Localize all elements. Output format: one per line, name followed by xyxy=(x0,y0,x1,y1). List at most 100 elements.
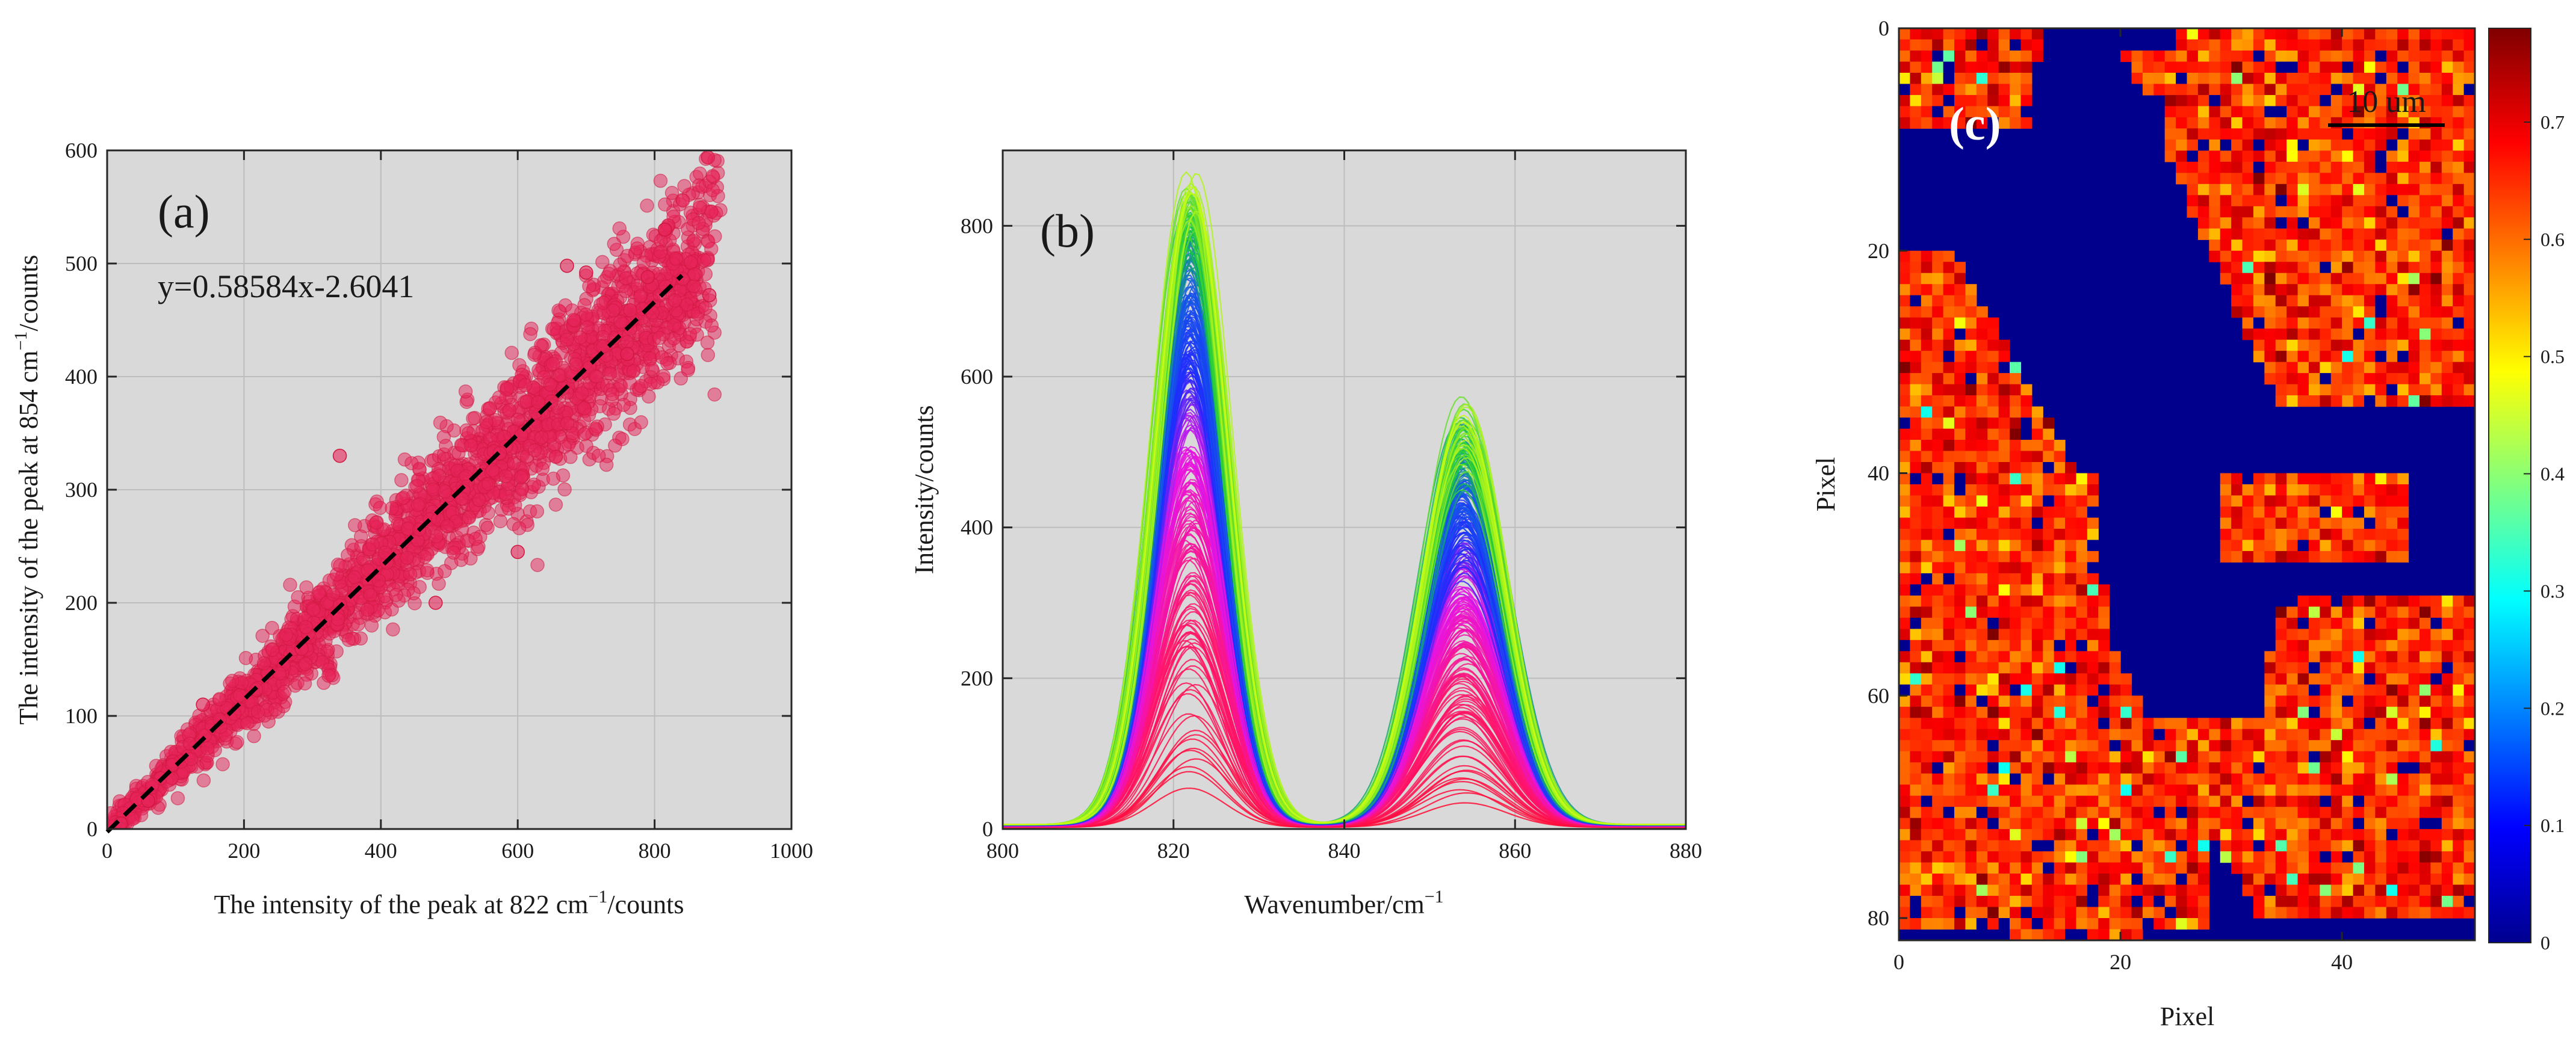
heatmap-cell xyxy=(2010,584,2022,596)
heatmap-cell xyxy=(2197,94,2209,107)
heatmap-cell xyxy=(2419,595,2431,607)
heatmap-cell xyxy=(2397,262,2409,274)
heatmap-cell xyxy=(2242,117,2254,129)
heatmap-cell xyxy=(2054,673,2066,685)
heatmap-cell xyxy=(2065,473,2077,485)
heatmap-cell xyxy=(2176,117,2188,129)
heatmap-cell xyxy=(2463,128,2475,140)
heatmap-cell xyxy=(1910,373,1922,385)
heatmap-cell xyxy=(2275,729,2287,741)
heatmap-cell xyxy=(1921,351,1933,363)
heatmap-cell xyxy=(2353,528,2365,541)
heatmap-cell xyxy=(2043,418,2055,430)
heatmap-cell xyxy=(2242,50,2254,63)
scatter-point xyxy=(518,378,533,392)
heatmap-cell xyxy=(2463,28,2475,40)
heatmap-cell xyxy=(2054,640,2066,652)
heatmap-cell xyxy=(2397,617,2409,629)
heatmap-cell xyxy=(2330,484,2342,496)
heatmap-cell xyxy=(2364,317,2376,329)
heatmap-cell xyxy=(2364,150,2376,162)
heatmap-cell xyxy=(2176,718,2188,730)
heatmap-cell xyxy=(2386,328,2398,341)
heatmap-cell xyxy=(2220,228,2232,240)
heatmap-cell xyxy=(2463,183,2475,196)
heatmap-cell xyxy=(2253,84,2265,96)
heatmap-cell xyxy=(2342,317,2354,329)
heatmap-cell xyxy=(2020,662,2033,674)
heatmap-cell xyxy=(2242,262,2254,274)
heatmap-cell xyxy=(2275,629,2287,641)
heatmap-cell xyxy=(1976,28,1988,40)
heatmap-cell xyxy=(1910,94,1922,107)
heatmap-cell xyxy=(2065,662,2077,674)
heatmap-cell xyxy=(1965,362,1977,374)
heatmap-cell xyxy=(2020,462,2033,474)
heatmap-cell xyxy=(1965,473,1977,485)
scatter-point xyxy=(354,529,368,544)
heatmap-cell xyxy=(2297,139,2309,151)
heatmap-cell xyxy=(2253,139,2265,151)
heatmap-cell xyxy=(2353,50,2365,63)
heatmap-cell xyxy=(2220,94,2232,107)
heatmap-cell xyxy=(2297,640,2309,652)
heatmap-cell xyxy=(2364,61,2376,73)
heatmap-cell xyxy=(1910,72,1922,85)
heatmap-cell xyxy=(2386,373,2398,385)
heatmap-cell xyxy=(2463,362,2475,374)
heatmap-cell xyxy=(1943,517,1955,529)
heatmap-cell xyxy=(2209,50,2221,63)
heatmap-cell xyxy=(2010,651,2022,663)
heatmap-cell xyxy=(2353,273,2365,285)
heatmap-cell xyxy=(2375,517,2387,529)
heatmap-cell xyxy=(1943,428,1955,440)
heatmap-cell xyxy=(2364,640,2376,652)
heatmap-cell xyxy=(1965,28,1977,40)
heatmap-cell xyxy=(1998,662,2010,674)
heatmap-cell xyxy=(1899,684,1910,696)
heatmap-cell xyxy=(2109,695,2121,707)
heatmap-cell xyxy=(2330,206,2342,218)
heatmap-cell xyxy=(2209,128,2221,140)
heatmap-cell xyxy=(2209,173,2221,185)
heatmap-cell xyxy=(2087,740,2099,752)
heatmap-cell xyxy=(2308,328,2320,341)
heatmap-cell xyxy=(1965,72,1977,85)
heatmap-cell xyxy=(2375,173,2387,185)
heatmap-cell xyxy=(1954,384,1966,396)
panel-b-xlabel: Wavenumber/cm−1 xyxy=(1244,887,1443,919)
heatmap-cell xyxy=(2453,706,2465,718)
scatter-point xyxy=(577,427,592,442)
heatmap-cell xyxy=(1899,740,1910,752)
heatmap-cell xyxy=(1954,640,1966,652)
heatmap-cell xyxy=(2264,495,2276,507)
heatmap-cell xyxy=(2264,706,2276,718)
heatmap-cell xyxy=(2010,106,2022,118)
heatmap-cell xyxy=(2308,495,2320,507)
heatmap-cell xyxy=(2386,395,2398,407)
heatmap-cell xyxy=(1954,72,1966,85)
heatmap-cell xyxy=(2375,128,2387,140)
heatmap-cell xyxy=(2197,139,2209,151)
heatmap-cell xyxy=(2320,395,2332,407)
heatmap-cell xyxy=(1899,362,1910,374)
heatmap-cell xyxy=(2197,128,2209,140)
heatmap-cell xyxy=(2320,295,2332,307)
heatmap-cell xyxy=(1954,584,1966,596)
heatmap-cell xyxy=(2408,28,2420,40)
heatmap-cell xyxy=(2342,395,2354,407)
scatter-point xyxy=(493,514,508,529)
heatmap-cell xyxy=(2408,273,2420,285)
heatmap-cell xyxy=(2375,328,2387,341)
heatmap-cell xyxy=(2253,495,2265,507)
heatmap-cell xyxy=(2419,72,2431,85)
scatter-point xyxy=(506,456,521,470)
heatmap-cell xyxy=(2087,662,2099,674)
heatmap-cell xyxy=(2065,640,2077,652)
heatmap-cell xyxy=(1921,606,1933,618)
heatmap-cell xyxy=(2020,706,2033,718)
heatmap-cell xyxy=(2342,484,2354,496)
heatmap-cell xyxy=(1965,462,1977,474)
heatmap-cell xyxy=(1998,473,2010,485)
heatmap-cell xyxy=(2287,718,2299,730)
